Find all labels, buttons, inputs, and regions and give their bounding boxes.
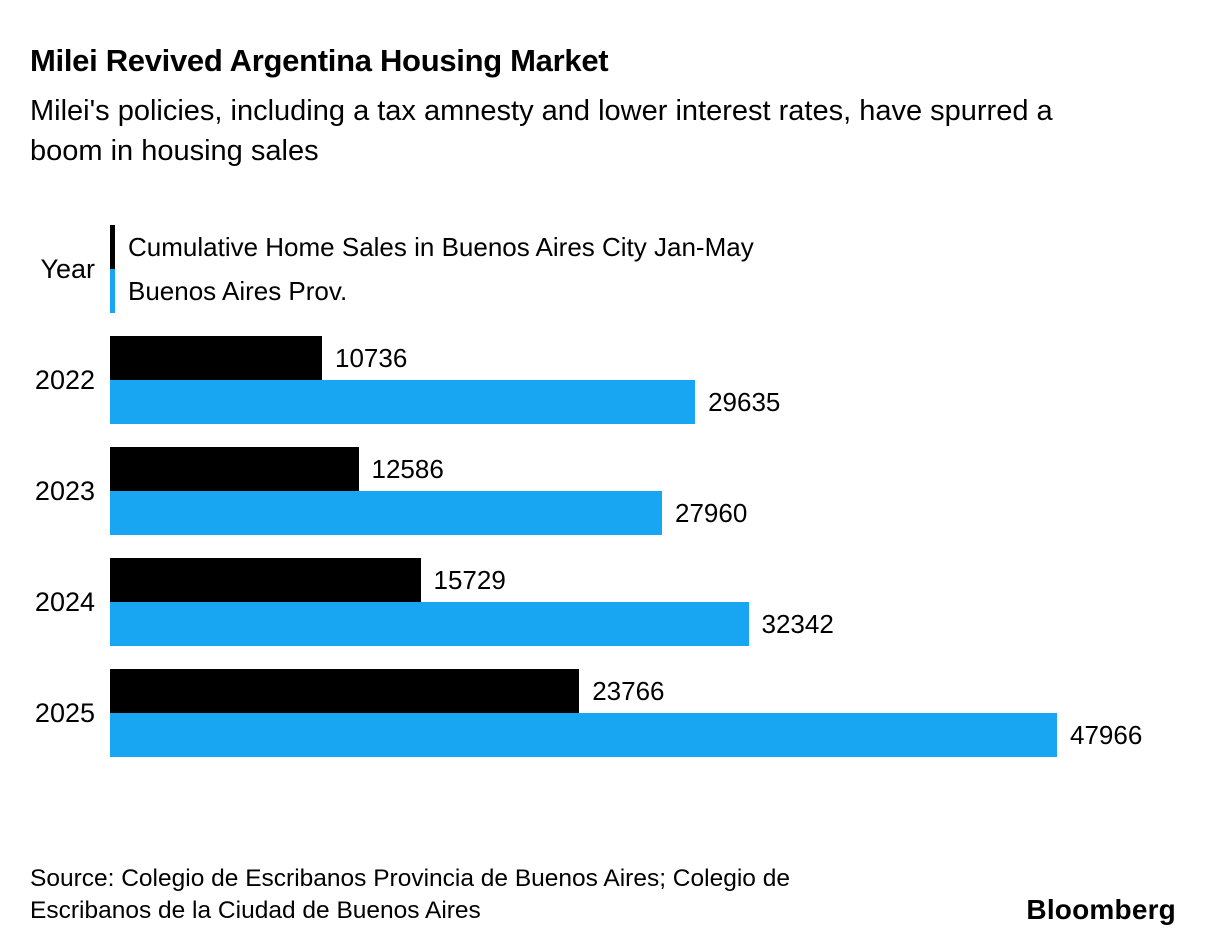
legend-label-province: Buenos Aires Prov. xyxy=(128,275,348,306)
legend-label-city: Cumulative Home Sales in Buenos Aires Ci… xyxy=(128,231,754,262)
bar-value-label: 29635 xyxy=(708,386,781,417)
chart-row-group: 2023 12586 27960 xyxy=(30,447,1176,536)
source-note: Source: Colegio de Escribanos Provincia … xyxy=(30,865,790,924)
bar-value-label: 12586 xyxy=(371,453,444,484)
bar-province xyxy=(110,380,696,425)
year-tick-label: 2025 xyxy=(34,697,95,728)
bar-value-label: 10736 xyxy=(335,342,408,373)
bar-chart: 2022 10736 29635 2023 12586 27960 2024 15729 323… xyxy=(30,336,1176,758)
y-axis-label: Year xyxy=(40,253,95,284)
bar-province xyxy=(110,713,1057,758)
bar-line: 47966 xyxy=(110,713,1176,758)
bar-line: 12586 xyxy=(110,447,1176,492)
bar-line: 10736 xyxy=(110,336,1176,381)
year-tick-label: 2024 xyxy=(34,586,95,617)
chart-footer: Source: Colegio de Escribanos Provincia … xyxy=(0,863,1216,926)
bar-value-label: 15729 xyxy=(433,564,506,595)
bar-value-label: 27960 xyxy=(675,497,748,528)
year-tick-label: 2022 xyxy=(34,364,95,395)
bar-province xyxy=(110,491,662,536)
bar-line: 27960 xyxy=(110,491,1176,536)
bar-city xyxy=(110,669,580,714)
chart-title: Milei Revived Argentina Housing Market xyxy=(30,43,609,78)
bar-value-label: 32342 xyxy=(761,608,834,639)
bar-pair: 15729 32342 xyxy=(110,558,1176,647)
bar-pair: 23766 47966 xyxy=(110,669,1176,758)
chart-row-group: 2024 15729 32342 xyxy=(30,558,1176,647)
legend-row-province: Buenos Aires Prov. xyxy=(110,269,754,314)
chart-page: Milei Revived Argentina Housing Market M… xyxy=(30,43,1176,758)
bar-line: 29635 xyxy=(110,380,1176,425)
bar-province xyxy=(110,602,749,647)
bar-pair: 10736 29635 xyxy=(110,336,1176,425)
chart-rows: 2022 10736 29635 2023 12586 27960 2024 15729 323… xyxy=(30,336,1176,758)
bar-line: 32342 xyxy=(110,602,1176,647)
year-tick-label: 2023 xyxy=(34,475,95,506)
legend-mark-province xyxy=(110,269,115,314)
bar-pair: 12586 27960 xyxy=(110,447,1176,536)
chart-row-group: 2025 23766 47966 xyxy=(30,669,1176,758)
legend-mark-city xyxy=(110,225,115,270)
bar-value-label: 47966 xyxy=(1070,719,1143,750)
bar-city xyxy=(110,447,359,492)
chart-row-group: 2022 10736 29635 xyxy=(30,336,1176,425)
bar-city xyxy=(110,558,421,603)
chart-subtitle: Milei's policies, including a tax amnest… xyxy=(30,95,1053,168)
bloomberg-logo: Bloomberg xyxy=(1026,894,1176,925)
bar-line: 15729 xyxy=(110,558,1176,603)
legend-items: Cumulative Home Sales in Buenos Aires Ci… xyxy=(110,225,754,314)
chart-legend: Year Cumulative Home Sales in Buenos Air… xyxy=(30,225,1176,314)
bar-city xyxy=(110,336,322,381)
legend-row-city: Cumulative Home Sales in Buenos Aires Ci… xyxy=(110,225,754,270)
bar-value-label: 23766 xyxy=(592,675,665,706)
bar-line: 23766 xyxy=(110,669,1176,714)
